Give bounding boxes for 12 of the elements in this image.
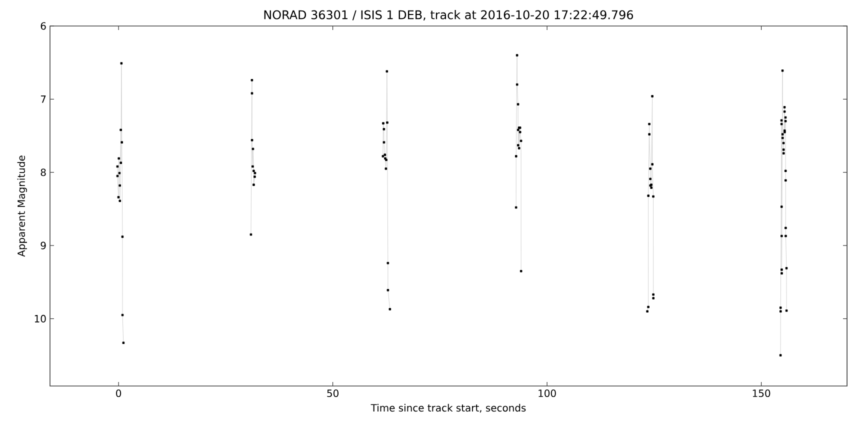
y-tick-label: 7 <box>40 96 46 103</box>
x-tick-label: 0 <box>116 390 122 398</box>
x-tick-label: 50 <box>327 390 338 398</box>
x-axis-title: Time since track start, seconds <box>370 404 526 413</box>
y-tick-label: 10 <box>34 314 46 322</box>
y-axis-title: Apparent Magnitude <box>17 156 27 257</box>
y-tick-label: 8 <box>40 168 46 176</box>
y-tick-label: 6 <box>40 22 46 30</box>
y-tick-label: 9 <box>40 242 46 250</box>
chart-title: NORAD 36301 / ISIS 1 DEB, track at 2016-10-20 17:22:49.796 <box>264 10 634 21</box>
x-tick-label: 100 <box>538 390 556 398</box>
x-tick-label: 150 <box>752 390 770 398</box>
